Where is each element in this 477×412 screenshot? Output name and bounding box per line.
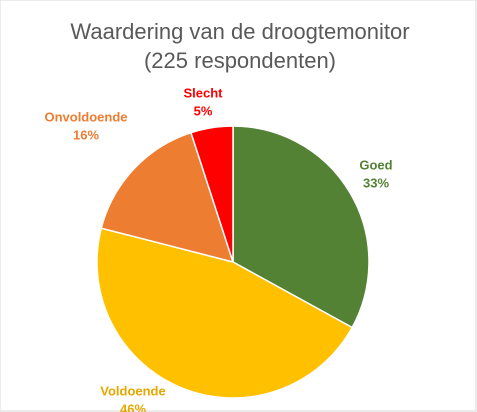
chart-subtitle: (225 respondenten) — [144, 48, 336, 73]
pie-slice — [96, 227, 354, 399]
slice-value-label: 16% — [73, 127, 99, 142]
slice-value-label: 33% — [363, 175, 389, 190]
chart-title: Waardering van de droogtemonitor — [70, 19, 409, 44]
slice-label: Onvoldoende — [44, 109, 127, 124]
slice-label: Slecht — [183, 85, 223, 100]
pie-slice — [100, 131, 235, 264]
slice-label: Goed — [359, 157, 392, 172]
slice-label: Voldoende — [100, 383, 165, 398]
slice-value-label: 46% — [120, 401, 146, 412]
slice-value-label: 5% — [194, 103, 213, 118]
pie-slice — [190, 125, 234, 263]
pie-slice — [232, 125, 370, 329]
